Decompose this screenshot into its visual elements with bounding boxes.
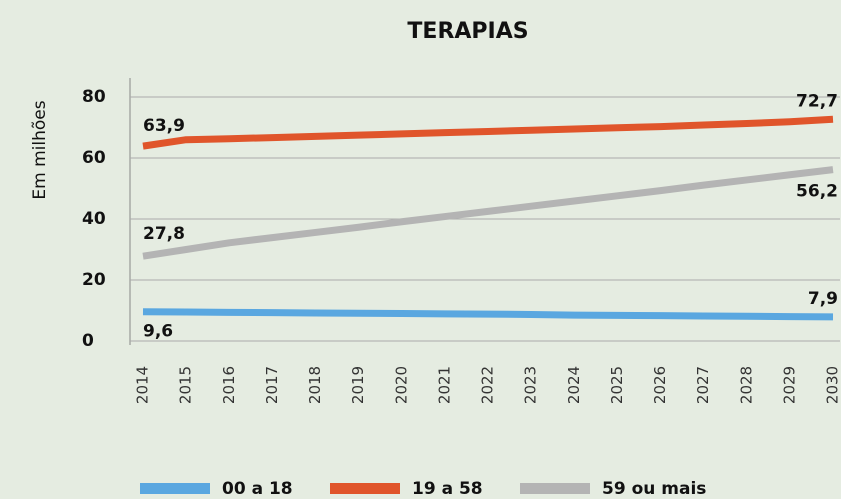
data-label: 56,2 [796,182,838,202]
legend-label: 19 a 58 [412,479,483,499]
x-tick-label: 2017 [263,366,281,404]
legend-swatch [140,483,210,494]
legend-label: 00 a 18 [222,479,293,499]
x-tick-label: 2030 [824,366,841,404]
legend-swatch [330,483,400,494]
y-axis-label: Em milhões [30,100,50,199]
x-tick-label: 2020 [392,366,410,404]
data-label: 27,8 [143,224,185,244]
y-tick-label: 0 [82,331,94,351]
y-tick-label: 60 [82,148,106,168]
x-tick-label: 2024 [565,366,583,404]
series-line [142,308,834,321]
x-tick-label: 2018 [306,366,324,404]
chart-title: TERAPIAS [407,19,528,44]
x-tick-label: 2027 [694,366,712,404]
x-tick-label: 2023 [522,366,540,404]
y-tick-label: 40 [82,209,106,229]
legend-label: 59 ou mais [602,479,706,499]
data-label: 72,7 [796,91,838,111]
data-label: 9,6 [143,322,173,342]
data-label: 63,9 [143,116,185,136]
x-tick-label: 2015 [177,366,195,404]
x-tick-label: 2022 [479,366,497,404]
x-tick-label: 2021 [435,366,453,404]
y-tick-label: 80 [82,87,106,107]
x-tick-label: 2019 [349,366,367,404]
series-line [142,115,834,150]
x-tick-label: 2014 [134,366,152,404]
x-tick-label: 2029 [780,366,798,404]
x-tick-label: 2016 [220,366,238,404]
data-label: 7,9 [808,289,838,309]
legend-swatch [520,483,590,494]
x-tick-label: 2028 [737,366,755,404]
y-tick-label: 20 [82,270,106,290]
x-tick-label: 2026 [651,366,669,404]
series-line [142,166,834,260]
x-tick-label: 2025 [608,366,626,404]
